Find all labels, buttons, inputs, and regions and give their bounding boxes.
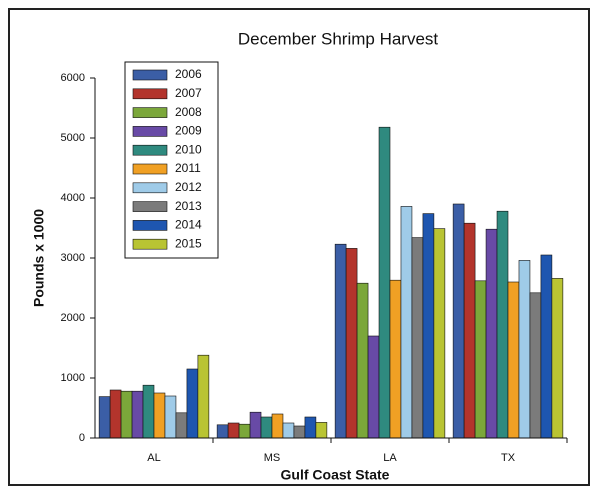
bar xyxy=(422,213,435,439)
legend-swatch xyxy=(132,107,168,118)
legend-swatch xyxy=(132,163,168,175)
bar xyxy=(356,282,369,439)
bar xyxy=(529,292,542,439)
x-tick-label: TX xyxy=(501,452,516,464)
bar xyxy=(260,416,273,439)
bar xyxy=(463,222,476,439)
y-tick-label: 3000 xyxy=(61,252,85,264)
bar xyxy=(367,335,380,439)
x-tick-label: MS xyxy=(264,452,281,464)
y-tick-label: 1000 xyxy=(61,372,85,384)
bar xyxy=(120,390,133,439)
bar xyxy=(238,423,251,439)
bar xyxy=(293,425,306,439)
legend-swatch xyxy=(132,220,168,231)
bar xyxy=(131,390,144,439)
bar xyxy=(109,389,122,439)
y-axis-title: Pounds x 1000 xyxy=(31,209,47,307)
bar xyxy=(551,278,564,439)
y-tick-label: 5000 xyxy=(61,132,85,144)
chart-title: December Shrimp Harvest xyxy=(238,29,439,48)
bar xyxy=(518,260,531,439)
legend-label: 2014 xyxy=(175,218,202,232)
bar xyxy=(334,243,347,439)
bar xyxy=(496,210,509,439)
bar xyxy=(400,206,413,439)
bar xyxy=(315,422,328,439)
y-tick-label: 2000 xyxy=(61,312,85,324)
bar xyxy=(474,280,487,439)
legend-swatch xyxy=(132,88,168,100)
legend-label: 2006 xyxy=(175,67,202,81)
bar xyxy=(389,279,402,439)
bar xyxy=(227,422,240,439)
x-axis-title: Gulf Coast State xyxy=(281,467,390,483)
legend-label: 2009 xyxy=(175,124,202,138)
bar xyxy=(507,281,520,439)
y-tick-label: 4000 xyxy=(61,192,85,204)
legend-swatch xyxy=(132,126,168,137)
bar xyxy=(142,384,155,439)
bar xyxy=(164,395,177,439)
legend-label: 2008 xyxy=(175,105,202,119)
bar xyxy=(485,228,498,439)
legend-label: 2013 xyxy=(175,199,202,213)
bar xyxy=(175,412,188,439)
x-tick-label: AL xyxy=(147,452,160,464)
bar xyxy=(452,203,465,439)
bar xyxy=(271,413,284,439)
legend-swatch xyxy=(132,201,168,212)
legend-swatch xyxy=(132,182,168,194)
bar xyxy=(197,354,210,439)
legend-label: 2015 xyxy=(175,236,202,250)
legend-label: 2011 xyxy=(175,161,201,175)
bar xyxy=(345,248,358,439)
bar xyxy=(540,254,553,439)
legend-swatch xyxy=(132,69,168,81)
bar xyxy=(216,424,229,439)
bar xyxy=(98,396,111,439)
legend-label: 2007 xyxy=(175,86,202,100)
legend-label: 2010 xyxy=(175,142,202,156)
bar xyxy=(411,237,424,439)
bar xyxy=(282,422,295,439)
y-tick-label: 0 xyxy=(79,432,85,444)
legend-label: 2012 xyxy=(175,180,202,194)
y-tick-label: 6000 xyxy=(61,72,85,84)
bar xyxy=(153,392,166,439)
legend-swatch xyxy=(132,144,168,156)
legend-swatch xyxy=(132,238,168,250)
bar xyxy=(249,411,262,439)
bar xyxy=(186,368,199,439)
bar xyxy=(433,228,446,439)
frame xyxy=(8,8,590,486)
bar xyxy=(378,126,391,439)
bar xyxy=(304,416,317,439)
x-tick-label: LA xyxy=(383,452,397,464)
